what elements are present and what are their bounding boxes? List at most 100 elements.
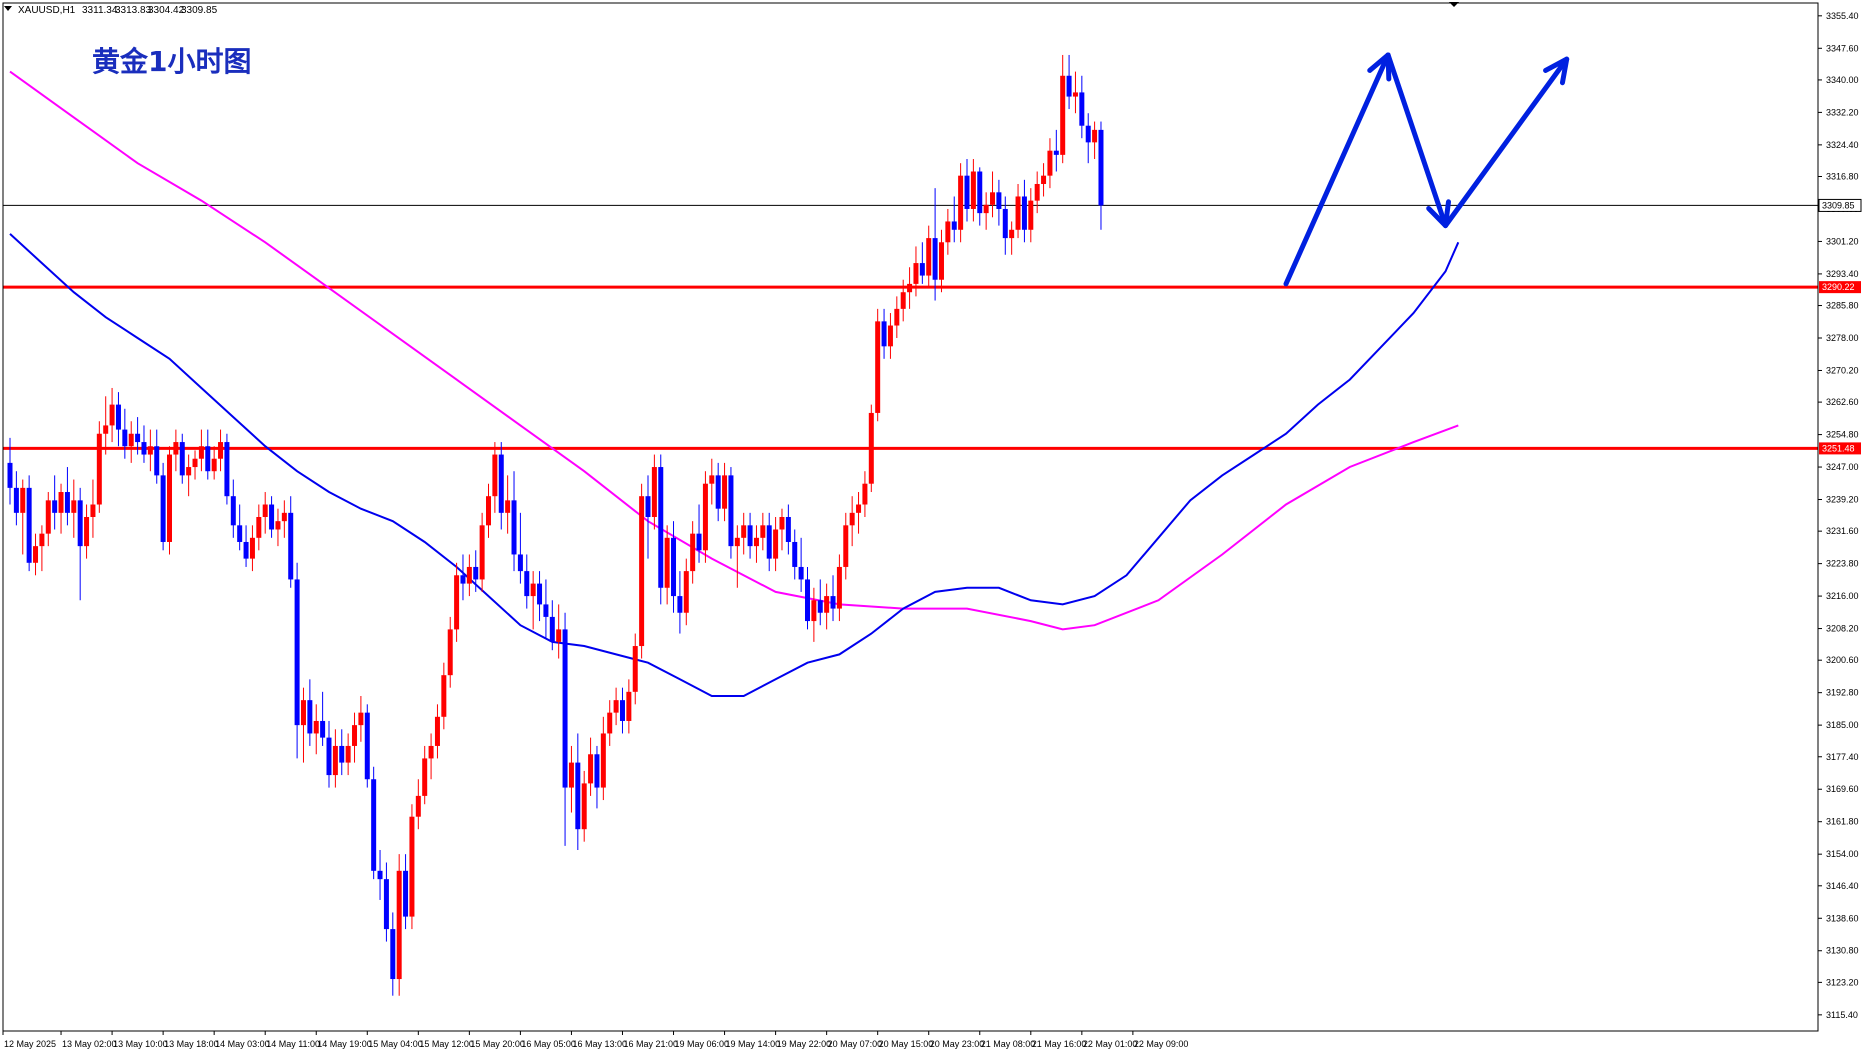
candle[interactable] bbox=[434, 704, 440, 759]
candle[interactable] bbox=[1021, 179, 1027, 243]
candle[interactable] bbox=[1002, 196, 1008, 255]
candle[interactable] bbox=[594, 745, 600, 809]
candle[interactable] bbox=[562, 612, 568, 846]
candle[interactable] bbox=[537, 571, 543, 622]
candle[interactable] bbox=[77, 487, 83, 601]
candle[interactable] bbox=[843, 512, 849, 580]
candle[interactable] bbox=[747, 512, 753, 559]
candle[interactable] bbox=[753, 525, 759, 563]
candle[interactable] bbox=[192, 450, 198, 480]
candle[interactable] bbox=[173, 429, 179, 472]
candle[interactable] bbox=[524, 554, 530, 609]
candle[interactable] bbox=[817, 579, 823, 626]
candle[interactable] bbox=[862, 471, 868, 517]
candle[interactable] bbox=[58, 483, 64, 534]
candle[interactable] bbox=[811, 587, 817, 642]
candle[interactable] bbox=[945, 208, 951, 255]
candle[interactable] bbox=[218, 429, 224, 472]
candle[interactable] bbox=[498, 442, 504, 530]
candle[interactable] bbox=[970, 159, 976, 222]
candle[interactable] bbox=[632, 633, 638, 705]
candle[interactable] bbox=[568, 745, 574, 813]
candle[interactable] bbox=[645, 475, 651, 559]
candle[interactable] bbox=[103, 396, 109, 455]
candle[interactable] bbox=[486, 483, 491, 538]
candle[interactable] bbox=[588, 737, 594, 796]
candle[interactable] bbox=[447, 616, 453, 688]
candle[interactable] bbox=[428, 733, 434, 780]
candle[interactable] bbox=[1028, 188, 1034, 243]
candle[interactable] bbox=[179, 433, 185, 484]
candle[interactable] bbox=[230, 479, 236, 538]
candle[interactable] bbox=[307, 679, 313, 746]
chart-dropdown-icon[interactable] bbox=[4, 6, 12, 11]
candle[interactable] bbox=[881, 308, 887, 359]
candle[interactable] bbox=[868, 404, 874, 493]
candle[interactable] bbox=[805, 566, 810, 630]
candle[interactable] bbox=[887, 313, 893, 359]
candle[interactable] bbox=[613, 687, 619, 726]
candle[interactable] bbox=[977, 167, 983, 226]
candle[interactable] bbox=[696, 504, 702, 563]
candle[interactable] bbox=[422, 745, 428, 805]
candle[interactable] bbox=[262, 492, 268, 534]
candle[interactable] bbox=[256, 504, 262, 551]
candle[interactable] bbox=[383, 862, 389, 942]
candle[interactable] bbox=[269, 496, 275, 538]
candle[interactable] bbox=[403, 854, 409, 930]
candle[interactable] bbox=[122, 408, 128, 459]
candle[interactable] bbox=[441, 662, 447, 730]
candle[interactable] bbox=[926, 225, 932, 289]
candle[interactable] bbox=[1047, 138, 1053, 189]
candle[interactable] bbox=[358, 695, 364, 742]
candle[interactable] bbox=[1098, 121, 1104, 230]
candle[interactable] bbox=[313, 704, 319, 755]
candle[interactable] bbox=[1072, 71, 1078, 114]
candle[interactable] bbox=[760, 512, 766, 551]
candle[interactable] bbox=[996, 179, 1002, 226]
candle[interactable] bbox=[1066, 54, 1072, 110]
candle[interactable] bbox=[1034, 171, 1040, 214]
candle[interactable] bbox=[364, 704, 370, 788]
trend-arrow-2[interactable] bbox=[1443, 56, 1570, 229]
candle[interactable] bbox=[517, 512, 523, 584]
candle[interactable] bbox=[96, 421, 102, 513]
candle[interactable] bbox=[243, 525, 249, 567]
candle[interactable] bbox=[1041, 163, 1047, 197]
candle[interactable] bbox=[492, 442, 498, 513]
candle[interactable] bbox=[741, 512, 747, 555]
candle[interactable] bbox=[875, 308, 881, 422]
candle[interactable] bbox=[671, 521, 677, 613]
candle[interactable] bbox=[45, 492, 51, 547]
candle[interactable] bbox=[415, 779, 421, 830]
candle[interactable] bbox=[71, 479, 77, 538]
candle[interactable] bbox=[785, 504, 791, 555]
candle[interactable] bbox=[275, 508, 281, 547]
candle[interactable] bbox=[792, 529, 798, 580]
candle[interactable] bbox=[556, 604, 562, 659]
candle[interactable] bbox=[607, 700, 613, 746]
candle[interactable] bbox=[205, 429, 211, 480]
candle[interactable] bbox=[626, 679, 632, 734]
candle[interactable] bbox=[543, 579, 549, 638]
candle[interactable] bbox=[907, 267, 913, 309]
candle[interactable] bbox=[938, 229, 944, 293]
candle[interactable] bbox=[20, 479, 26, 555]
candle[interactable] bbox=[709, 458, 715, 505]
candle[interactable] bbox=[249, 525, 255, 572]
candle[interactable] bbox=[454, 562, 460, 642]
candle[interactable] bbox=[466, 554, 472, 597]
candle[interactable] bbox=[154, 429, 160, 484]
candle[interactable] bbox=[288, 496, 294, 588]
candle[interactable] bbox=[13, 471, 19, 526]
candle[interactable] bbox=[7, 437, 13, 505]
candle[interactable] bbox=[836, 554, 842, 622]
candle[interactable] bbox=[345, 733, 351, 776]
candle[interactable] bbox=[294, 562, 300, 759]
candle[interactable] bbox=[300, 687, 306, 763]
candle[interactable] bbox=[766, 512, 772, 572]
candle[interactable] bbox=[690, 521, 696, 584]
candle[interactable] bbox=[600, 716, 606, 801]
candle[interactable] bbox=[281, 500, 287, 538]
candle[interactable] bbox=[1085, 113, 1091, 164]
